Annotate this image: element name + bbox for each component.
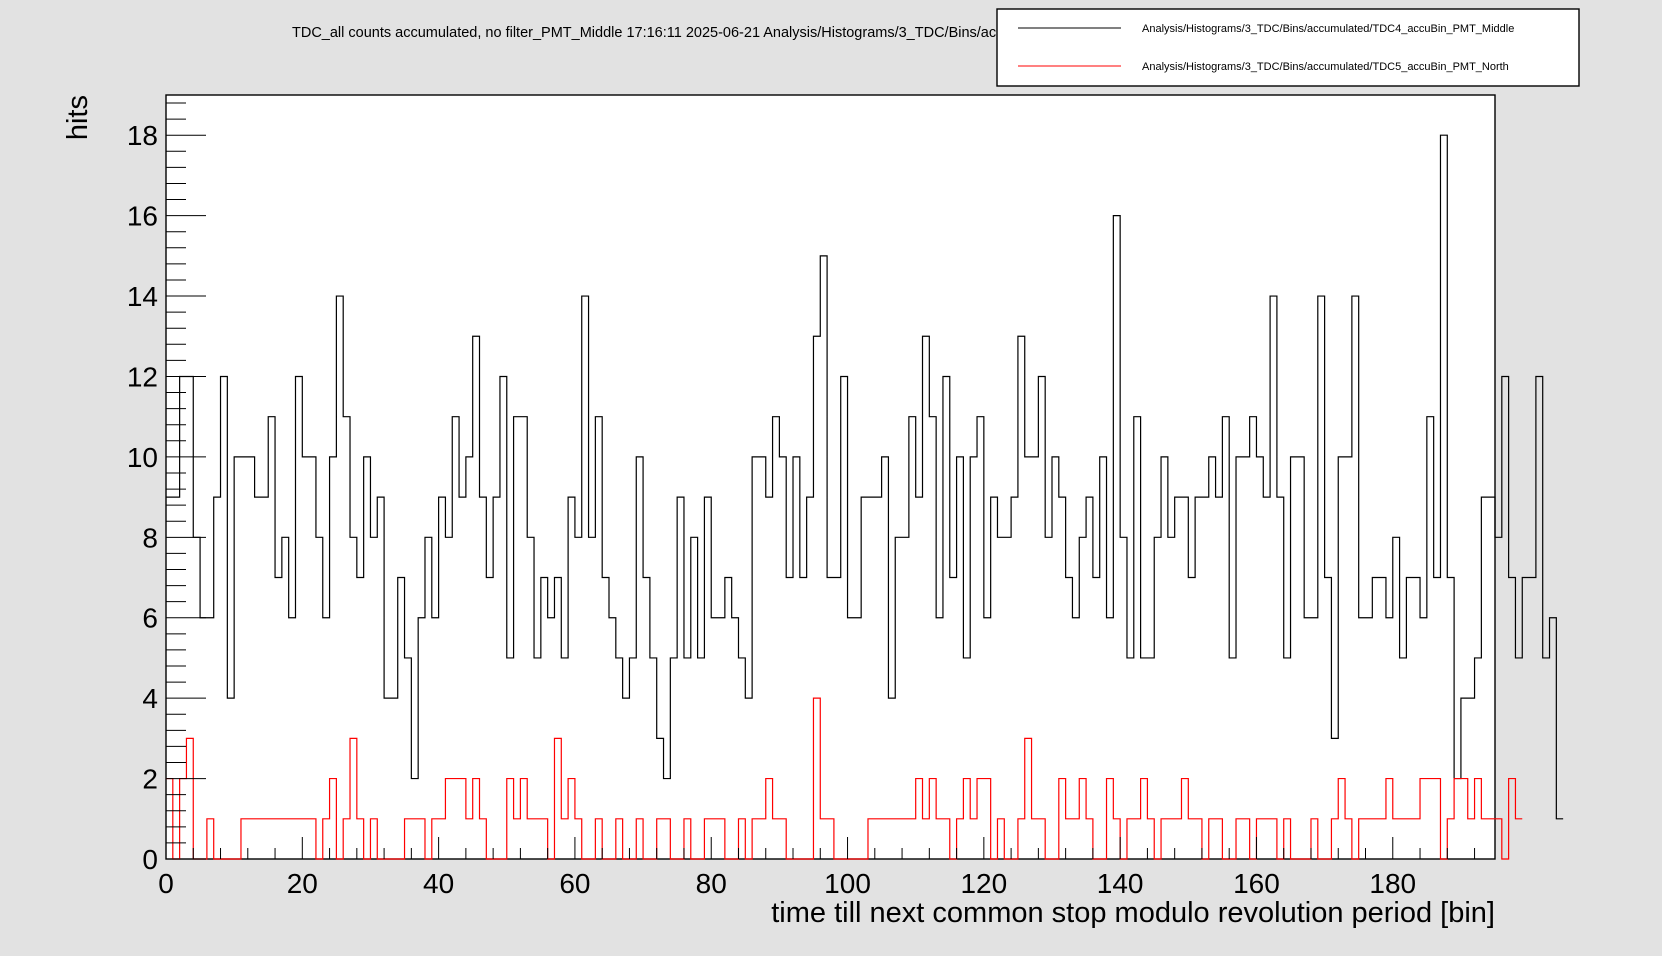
y-tick-label: 12: [127, 361, 158, 392]
x-tick-label: 20: [287, 868, 318, 899]
series-line-pmt-middle: [166, 134, 1564, 820]
y-tick-label: 16: [127, 201, 158, 232]
x-axis-title: time till next common stop modulo revolu…: [771, 897, 1495, 929]
y-tick-label: 2: [142, 764, 158, 795]
x-tick-label: 40: [423, 868, 454, 899]
y-tick-label: 14: [127, 281, 158, 312]
y-tick-label: 0: [142, 844, 158, 875]
x-tick-label: 160: [1233, 868, 1280, 899]
y-tick-label: 18: [127, 120, 158, 151]
y-axis-title: hits: [62, 95, 94, 140]
legend: Analysis/Histograms/3_TDC/Bins/accumulat…: [996, 8, 1580, 87]
plot-frame: [165, 94, 1496, 860]
legend-label-north: Analysis/Histograms/3_TDC/Bins/accumulat…: [1142, 61, 1509, 73]
legend-box: [996, 8, 1580, 87]
x-tick-label: 100: [824, 868, 871, 899]
x-tick-label: 0: [158, 868, 174, 899]
x-tick-label: 180: [1369, 868, 1416, 899]
x-tick-label: 120: [960, 868, 1007, 899]
x-tick-label: 140: [1097, 868, 1144, 899]
y-tick-label: 8: [142, 522, 158, 553]
y-tick-label: 6: [142, 603, 158, 634]
series-line-pmt-north: [166, 697, 1523, 860]
x-tick-label: 60: [559, 868, 590, 899]
y-tick-label: 4: [142, 683, 158, 714]
legend-label-middle: Analysis/Histograms/3_TDC/Bins/accumulat…: [1142, 23, 1514, 35]
x-tick-label: 80: [696, 868, 727, 899]
y-tick-label: 10: [127, 442, 158, 473]
